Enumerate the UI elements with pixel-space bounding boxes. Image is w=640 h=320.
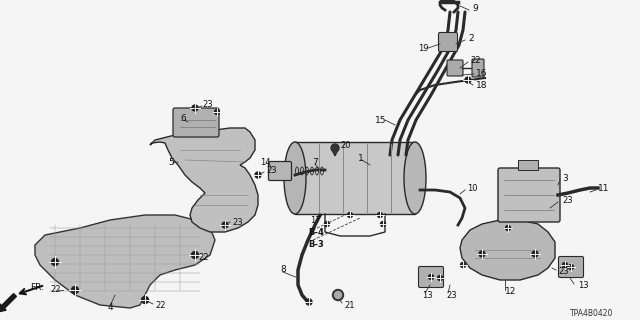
Circle shape bbox=[568, 265, 573, 269]
Text: 13: 13 bbox=[578, 281, 589, 290]
Circle shape bbox=[324, 221, 330, 227]
Text: 4: 4 bbox=[108, 303, 114, 313]
Text: 15: 15 bbox=[375, 116, 387, 124]
FancyBboxPatch shape bbox=[447, 60, 463, 76]
Text: 6: 6 bbox=[180, 114, 186, 123]
Text: 11: 11 bbox=[598, 183, 609, 193]
Circle shape bbox=[348, 212, 353, 218]
FancyBboxPatch shape bbox=[559, 257, 584, 277]
Ellipse shape bbox=[404, 142, 426, 214]
Circle shape bbox=[438, 276, 442, 281]
Text: FR.: FR. bbox=[30, 284, 44, 292]
Text: 22: 22 bbox=[155, 301, 166, 310]
Text: 5: 5 bbox=[168, 157, 173, 166]
Text: 20: 20 bbox=[340, 140, 351, 149]
Circle shape bbox=[306, 299, 312, 305]
FancyBboxPatch shape bbox=[472, 59, 484, 77]
Text: 16: 16 bbox=[476, 68, 488, 77]
Text: TPA4B0420: TPA4B0420 bbox=[570, 309, 613, 318]
Circle shape bbox=[192, 105, 198, 111]
Bar bbox=[518, 160, 538, 170]
Text: 10: 10 bbox=[467, 183, 477, 193]
Text: 7: 7 bbox=[312, 157, 317, 166]
Text: 1: 1 bbox=[358, 154, 364, 163]
Ellipse shape bbox=[284, 142, 306, 214]
Circle shape bbox=[335, 292, 342, 299]
Text: 19: 19 bbox=[418, 44, 429, 52]
Text: 18: 18 bbox=[476, 81, 488, 90]
Text: 23: 23 bbox=[562, 196, 573, 204]
Text: 22: 22 bbox=[50, 285, 61, 294]
Text: B-3: B-3 bbox=[308, 239, 324, 249]
Circle shape bbox=[381, 221, 385, 227]
Circle shape bbox=[333, 290, 344, 300]
Text: 23: 23 bbox=[446, 291, 456, 300]
Text: 13: 13 bbox=[422, 291, 433, 300]
Circle shape bbox=[191, 252, 198, 259]
Text: 17: 17 bbox=[310, 215, 321, 225]
Polygon shape bbox=[460, 220, 555, 280]
Text: 2: 2 bbox=[468, 34, 474, 43]
FancyBboxPatch shape bbox=[498, 168, 560, 222]
Circle shape bbox=[222, 222, 228, 228]
Text: 12: 12 bbox=[505, 287, 516, 297]
Circle shape bbox=[506, 226, 511, 230]
Bar bbox=[295, 142, 415, 214]
Circle shape bbox=[465, 77, 471, 83]
Text: 23: 23 bbox=[232, 218, 243, 227]
Circle shape bbox=[141, 297, 148, 303]
Circle shape bbox=[429, 275, 433, 279]
Circle shape bbox=[479, 251, 485, 257]
Text: 23: 23 bbox=[558, 268, 568, 276]
Text: 9: 9 bbox=[472, 4, 477, 12]
Circle shape bbox=[255, 172, 261, 178]
FancyArrow shape bbox=[0, 293, 17, 312]
Polygon shape bbox=[35, 215, 215, 308]
Circle shape bbox=[331, 144, 339, 152]
Text: 8: 8 bbox=[280, 266, 285, 275]
Circle shape bbox=[378, 212, 383, 218]
Text: 21: 21 bbox=[344, 300, 355, 309]
Text: B-4: B-4 bbox=[308, 228, 324, 236]
Polygon shape bbox=[150, 128, 258, 232]
FancyBboxPatch shape bbox=[269, 162, 291, 180]
Text: 3: 3 bbox=[562, 173, 568, 182]
FancyBboxPatch shape bbox=[173, 108, 219, 137]
Circle shape bbox=[563, 262, 568, 268]
Circle shape bbox=[72, 286, 79, 293]
Text: 22: 22 bbox=[198, 253, 209, 262]
Text: 22: 22 bbox=[470, 55, 481, 65]
Text: 23: 23 bbox=[266, 165, 276, 174]
FancyBboxPatch shape bbox=[419, 267, 444, 287]
Circle shape bbox=[214, 109, 220, 115]
FancyBboxPatch shape bbox=[438, 33, 458, 52]
Circle shape bbox=[51, 259, 58, 266]
Circle shape bbox=[461, 262, 465, 268]
Text: 14: 14 bbox=[260, 157, 271, 166]
Circle shape bbox=[532, 251, 538, 257]
Text: 23: 23 bbox=[202, 100, 212, 108]
